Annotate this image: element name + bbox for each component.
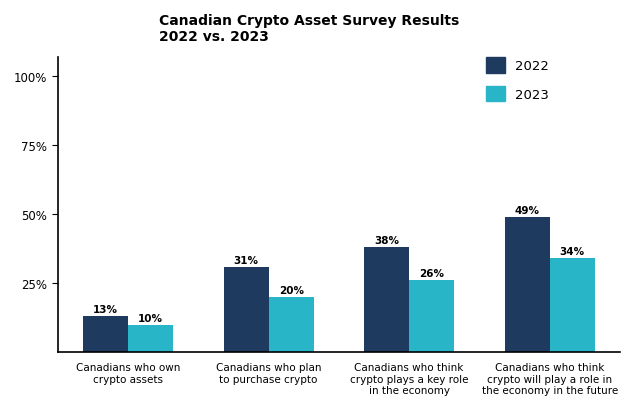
- Bar: [224, 267, 269, 352]
- Bar: [505, 217, 550, 352]
- Text: 13%: 13%: [93, 305, 118, 315]
- Text: 10%: 10%: [138, 313, 163, 323]
- Text: Canadian Crypto Asset Survey Results
2022 vs. 2023: Canadian Crypto Asset Survey Results 202…: [159, 14, 459, 44]
- Text: 49%: 49%: [515, 205, 540, 216]
- Legend: 2022, 2023: 2022, 2023: [486, 58, 549, 102]
- Bar: [83, 317, 128, 352]
- Bar: [550, 258, 595, 352]
- Text: 26%: 26%: [419, 269, 444, 279]
- Bar: [128, 325, 173, 352]
- Text: 38%: 38%: [374, 236, 399, 246]
- Bar: [409, 281, 454, 352]
- Bar: [269, 297, 314, 352]
- Text: 20%: 20%: [278, 285, 303, 295]
- Text: 34%: 34%: [559, 247, 585, 257]
- Text: 31%: 31%: [234, 255, 259, 265]
- Bar: [364, 248, 409, 352]
